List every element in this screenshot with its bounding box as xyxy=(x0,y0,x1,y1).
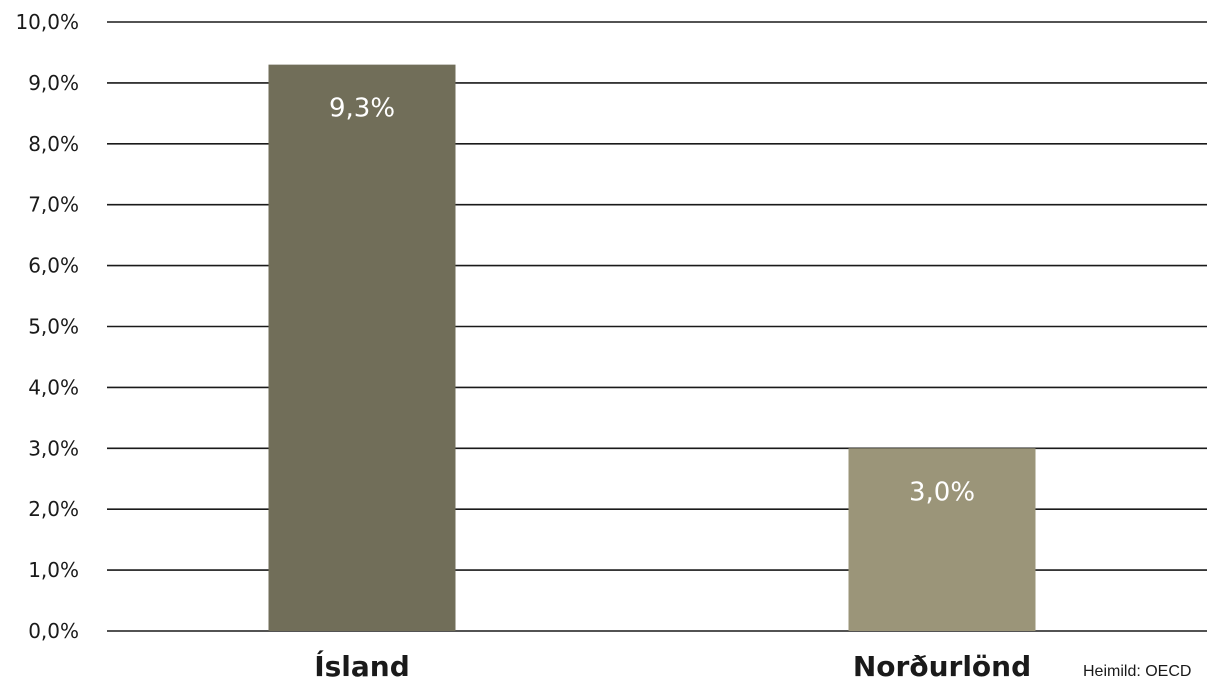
y-tick-label: 1,0% xyxy=(28,558,79,582)
category-label: Ísland xyxy=(314,649,410,678)
source-note: Heimild: OECD xyxy=(1083,663,1191,678)
y-tick-label: 5,0% xyxy=(28,315,79,339)
y-tick-label: 0,0% xyxy=(28,619,79,643)
y-axis-tick-labels: 0,0% 1,0% 2,0% 3,0% 4,0% 5,0% 6,0% 7,0% 8,0% 9,0%… xyxy=(15,10,79,643)
y-tick-label: 7,0% xyxy=(28,193,79,217)
bar xyxy=(268,64,456,631)
category-label: Norðurlönd xyxy=(853,650,1031,678)
bar-data-label: 3,0% xyxy=(909,477,975,507)
y-tick-label: 2,0% xyxy=(28,497,79,521)
bar xyxy=(848,448,1036,631)
y-tick-label: 9,0% xyxy=(28,71,79,95)
bar-data-labels: 9,3% 3,0% xyxy=(329,94,975,508)
y-tick-label: 3,0% xyxy=(28,436,79,460)
y-tick-label: 6,0% xyxy=(28,254,79,278)
y-tick-label: 8,0% xyxy=(28,132,79,156)
bars xyxy=(268,64,1036,631)
y-tick-label: 10,0% xyxy=(15,10,79,34)
x-axis-category-labels: Ísland Norðurlönd xyxy=(314,649,1031,678)
bar-data-label: 9,3% xyxy=(329,94,395,124)
y-tick-label: 4,0% xyxy=(28,375,79,399)
